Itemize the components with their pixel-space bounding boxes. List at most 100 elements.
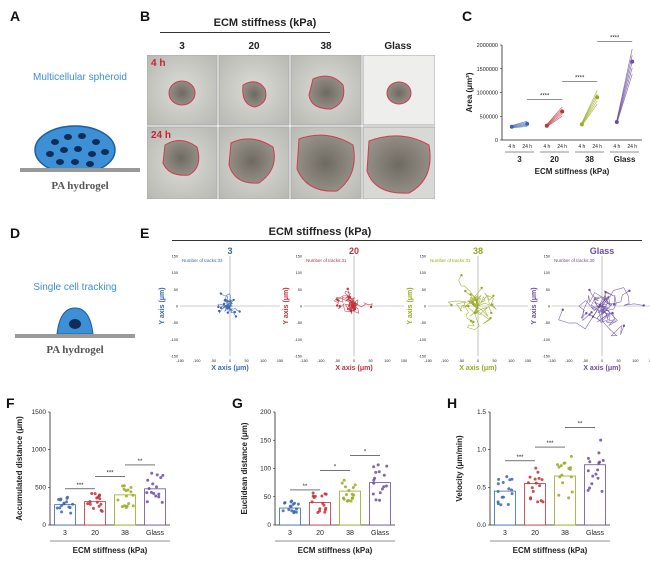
bar-point xyxy=(496,502,500,506)
e-track-end xyxy=(590,311,593,314)
bar-point xyxy=(58,506,62,510)
c-group-label: Glass xyxy=(614,155,636,164)
bar-xlabel: ECM stiffness (kPa) xyxy=(513,546,588,555)
e-track xyxy=(578,295,610,319)
c-time-label-24h: 24 h xyxy=(627,144,637,150)
bar-ylabel: Velocity (μm/min) xyxy=(455,435,464,502)
e-xtick-label: 150 xyxy=(401,359,407,363)
e-ytick-label: -150 xyxy=(418,355,426,359)
e-track-end xyxy=(335,298,339,301)
e-track xyxy=(220,293,231,307)
bar-category-label: 3 xyxy=(503,530,507,537)
c-series-line xyxy=(616,74,633,124)
bar-category-label: 20 xyxy=(91,530,99,537)
c-ytick-label: 1500000 xyxy=(477,67,498,73)
bar-point xyxy=(294,510,298,514)
bar-point xyxy=(560,473,564,477)
bar-point xyxy=(91,506,95,510)
bar-ytick-label: 0 xyxy=(42,522,46,529)
schematic-a: Multicellular spheroid PA hydrogel xyxy=(20,42,140,202)
e-track xyxy=(220,300,231,308)
bar-point xyxy=(529,496,533,500)
e-track-end xyxy=(611,311,614,315)
bar-point xyxy=(129,490,133,494)
bar-point xyxy=(496,482,500,486)
e-ytick-label: -100 xyxy=(418,338,426,342)
bar-point xyxy=(88,502,92,506)
bar-point xyxy=(506,502,510,506)
bar-category-label: 38 xyxy=(121,530,129,537)
c-ytick-label: 2000000 xyxy=(477,43,498,49)
e-track xyxy=(229,305,240,312)
bar-point xyxy=(122,484,126,488)
schematic-d: Single cell tracking PA hydrogel xyxy=(15,260,135,370)
c-group-label: 3 xyxy=(517,155,522,164)
e-track xyxy=(601,287,644,307)
bar-point xyxy=(296,502,300,506)
e-ytick-label: 0 xyxy=(548,305,550,309)
c-series-line xyxy=(616,61,633,123)
bar-chart-g: 0 50 100 150 200 Euclidean distance (μm) 3 20 38… xyxy=(240,409,395,555)
bar-point xyxy=(155,485,159,489)
bar-point xyxy=(146,478,150,482)
bar-point xyxy=(310,500,314,504)
e-xtick-label: 100 xyxy=(384,359,390,363)
e-track xyxy=(351,299,359,307)
e-ytick-label: -150 xyxy=(170,355,178,359)
e-track xyxy=(469,287,482,307)
e-xtick-label: 0 xyxy=(477,359,479,363)
bar-point xyxy=(505,475,509,479)
bar-point xyxy=(69,511,73,515)
bar-point xyxy=(289,505,293,509)
bar-point xyxy=(537,476,541,480)
c-series-line xyxy=(546,115,563,128)
bar-point xyxy=(100,509,104,513)
e-track xyxy=(352,302,373,309)
e-track-end xyxy=(217,305,220,309)
c-series-line xyxy=(546,106,563,125)
e-track xyxy=(226,305,237,317)
bar-sig-label: ** xyxy=(138,459,143,465)
bar-point xyxy=(150,471,154,475)
bar-point xyxy=(281,509,285,513)
e-xtick-label: -100 xyxy=(317,359,325,363)
bar-ylabel: Accumulated distance (μm) xyxy=(15,416,24,521)
bar-point xyxy=(559,464,563,468)
bar-point xyxy=(507,487,511,491)
bar-point xyxy=(562,461,566,465)
bar-point xyxy=(374,470,378,474)
e-ylabel: Y axis (μm) xyxy=(159,287,166,324)
bar-point xyxy=(600,489,604,493)
bar-point xyxy=(159,476,163,480)
bar xyxy=(494,490,516,526)
panel-label-e: E xyxy=(140,225,150,241)
e-track-end xyxy=(561,308,564,311)
panel-b-col-20: 20 xyxy=(248,41,260,52)
e-tracks-label: Number of tracks:31 xyxy=(430,258,471,263)
bar-point xyxy=(161,473,165,477)
bar-point xyxy=(377,470,381,474)
panel-e-header-rule xyxy=(172,240,642,241)
c-series-line xyxy=(546,111,563,127)
e-xtick-label: 0 xyxy=(601,359,603,363)
bar-point xyxy=(568,467,572,471)
e-xtick-label: 50 xyxy=(617,359,621,363)
bar-category-label: 3 xyxy=(288,530,292,537)
bar-point xyxy=(555,463,559,467)
bar-category-label: 38 xyxy=(346,530,354,537)
bar-point xyxy=(147,487,151,491)
bar-point xyxy=(320,494,324,498)
e-track-end xyxy=(469,319,473,323)
bar-category-label: 38 xyxy=(561,530,569,537)
bar-point xyxy=(536,470,540,474)
c-point-24h xyxy=(560,109,565,114)
e-ytick-label: -50 xyxy=(545,321,551,325)
bar-point xyxy=(385,464,389,468)
bar-point xyxy=(131,504,135,508)
bar-point xyxy=(569,454,573,458)
e-xlabel: X axis (μm) xyxy=(211,365,248,372)
e-xtick-label: -100 xyxy=(441,359,449,363)
bar-point xyxy=(497,477,501,481)
e-track-end xyxy=(622,324,626,327)
bar-point xyxy=(372,465,376,469)
